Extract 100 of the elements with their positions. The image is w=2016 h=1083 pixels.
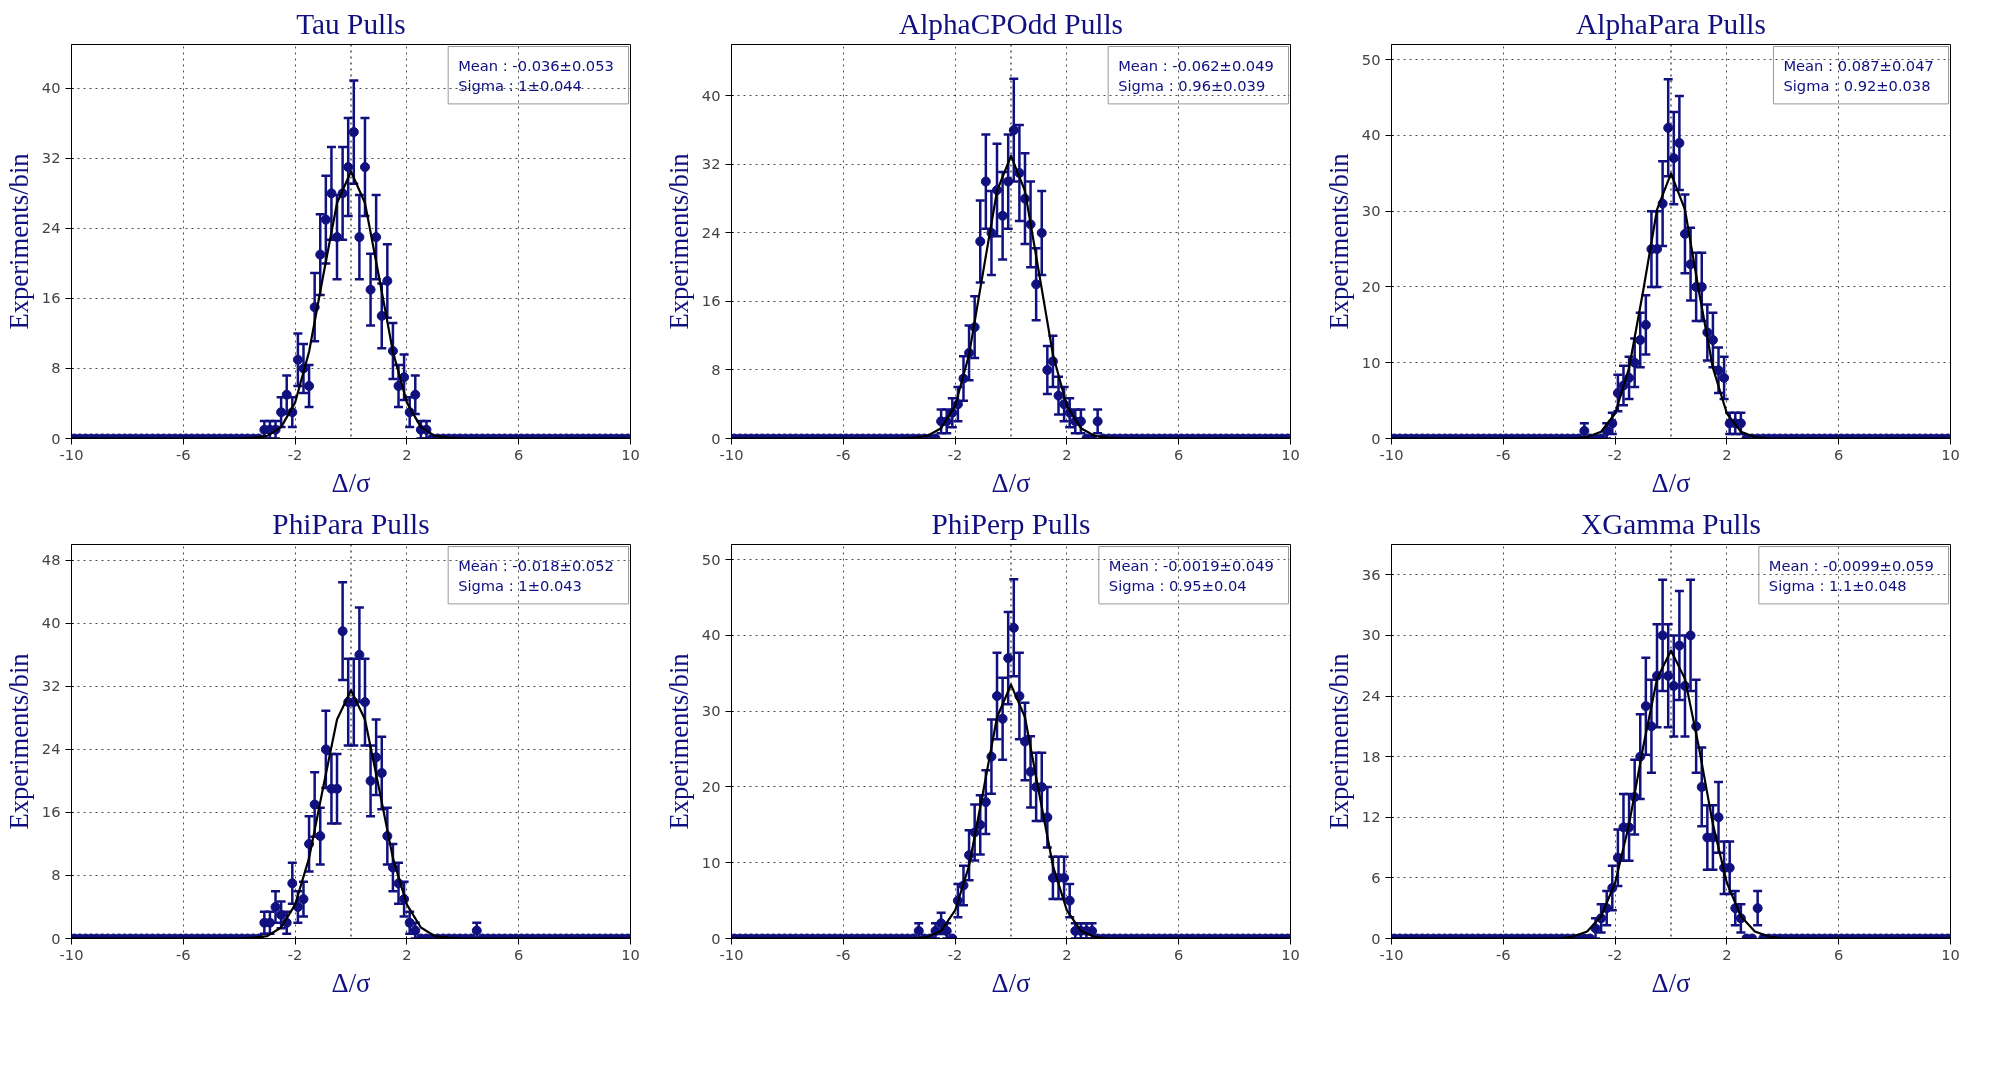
x-tick-label: 6 <box>514 945 524 963</box>
x-tick-label: -2 <box>1607 945 1623 963</box>
x-tick-label: -2 <box>287 945 303 963</box>
x-tick-label: 2 <box>402 945 412 963</box>
y-tick-label: 50 <box>1361 50 1381 68</box>
x-tick-label: 6 <box>1834 945 1844 963</box>
y-tick-label: 10 <box>701 853 721 871</box>
chart-title: PhiPerp Pulls <box>931 507 1091 540</box>
annotation: Mean : 0.087±0.047 <box>1783 56 1934 74</box>
y-axis-title: Experiments/bin <box>663 653 694 830</box>
x-tick-label: 2 <box>1062 445 1072 463</box>
y-tick-label: 0 <box>51 929 61 947</box>
y-axis-title: Experiments/bin <box>3 153 34 330</box>
chart-title: AlphaCPOdd Pulls <box>898 7 1124 40</box>
chart-title: Tau Pulls <box>296 7 406 40</box>
x-tick-label: -10 <box>1379 445 1404 463</box>
x-tick-label: -6 <box>175 445 191 463</box>
chart-title: XGamma Pulls <box>1580 507 1762 540</box>
y-tick-label: 24 <box>701 223 721 241</box>
annotation: Mean : -0.0099±0.059 <box>1768 556 1934 574</box>
y-tick-label: 10 <box>1361 353 1381 371</box>
x-tick-label: -10 <box>719 945 744 963</box>
y-tick-label: 40 <box>701 626 721 644</box>
y-tick-label: 16 <box>41 289 61 307</box>
annotation: Mean : -0.0019±0.049 <box>1108 556 1274 574</box>
x-axis-title: Δ/σ <box>1651 467 1691 498</box>
y-tick-label: 16 <box>41 803 61 821</box>
x-tick-label: 10 <box>621 945 640 963</box>
annotation: Mean : -0.036±0.053 <box>458 56 614 74</box>
x-tick-label: -6 <box>835 945 851 963</box>
y-axis-title: Experiments/bin <box>1323 653 1354 830</box>
annotation: Sigma : 1±0.043 <box>458 576 582 594</box>
y-tick-label: 8 <box>711 360 721 378</box>
x-tick-label: 6 <box>514 445 524 463</box>
x-tick-label: 2 <box>1062 945 1072 963</box>
x-tick-label: 10 <box>1941 445 1960 463</box>
x-tick-label: -10 <box>59 445 84 463</box>
y-tick-label: 0 <box>1371 929 1381 947</box>
y-tick-label: 12 <box>1361 808 1381 826</box>
x-tick-label: -6 <box>1495 945 1511 963</box>
x-axis-title: Δ/σ <box>991 967 1031 998</box>
x-tick-label: 2 <box>402 445 412 463</box>
x-tick-label: -10 <box>719 445 744 463</box>
y-tick-label: 32 <box>41 677 61 695</box>
y-tick-label: 0 <box>1371 429 1381 447</box>
x-tick-label: 6 <box>1174 445 1184 463</box>
x-tick-label: 2 <box>1722 945 1732 963</box>
y-tick-label: 0 <box>711 429 721 447</box>
x-axis-title: Δ/σ <box>991 467 1031 498</box>
x-tick-label: 10 <box>621 445 640 463</box>
y-axis-title: Experiments/bin <box>3 653 34 830</box>
annotation: Sigma : 0.92±0.038 <box>1783 76 1931 94</box>
x-tick-label: 10 <box>1281 945 1300 963</box>
x-tick-label: -6 <box>1495 445 1511 463</box>
x-tick-label: -10 <box>1379 945 1404 963</box>
y-tick-label: 8 <box>51 359 61 377</box>
y-tick-label: 30 <box>701 702 721 720</box>
annotation: Sigma : 1±0.044 <box>458 76 582 94</box>
x-tick-label: 10 <box>1941 945 1960 963</box>
y-tick-label: 16 <box>701 292 721 310</box>
x-tick-label: 2 <box>1722 445 1732 463</box>
y-tick-label: 8 <box>51 866 61 884</box>
annotation: Sigma : 1.1±0.048 <box>1768 576 1907 594</box>
y-tick-label: 50 <box>701 550 721 568</box>
x-tick-label: -6 <box>175 945 191 963</box>
y-tick-label: 30 <box>1361 202 1381 220</box>
y-tick-label: 32 <box>701 155 721 173</box>
y-axis-title: Experiments/bin <box>663 153 694 330</box>
y-tick-label: 24 <box>41 219 61 237</box>
x-tick-label: -2 <box>947 445 963 463</box>
chart-title: AlphaPara Pulls <box>1576 7 1766 40</box>
y-tick-label: 18 <box>1361 747 1381 765</box>
y-tick-label: 40 <box>41 79 61 97</box>
x-axis-title: Δ/σ <box>331 967 371 998</box>
y-tick-label: 6 <box>1371 868 1381 886</box>
x-tick-label: -6 <box>835 445 851 463</box>
x-tick-label: 10 <box>1281 445 1300 463</box>
y-tick-label: 24 <box>41 740 61 758</box>
y-tick-label: 40 <box>701 86 721 104</box>
y-tick-label: 32 <box>41 149 61 167</box>
y-axis-title: Experiments/bin <box>1323 153 1354 330</box>
y-tick-label: 40 <box>1361 126 1381 144</box>
y-tick-label: 24 <box>1361 687 1381 705</box>
y-tick-label: 20 <box>1361 277 1381 295</box>
x-tick-label: -2 <box>947 945 963 963</box>
x-tick-label: 6 <box>1174 945 1184 963</box>
x-tick-label: 6 <box>1834 445 1844 463</box>
x-axis-title: Δ/σ <box>1651 967 1691 998</box>
x-tick-label: -2 <box>287 445 303 463</box>
y-tick-label: 0 <box>51 429 61 447</box>
annotation: Sigma : 0.95±0.04 <box>1108 576 1247 594</box>
x-tick-label: -10 <box>59 945 84 963</box>
x-tick-label: -2 <box>1607 445 1623 463</box>
y-tick-label: 40 <box>41 614 61 632</box>
y-tick-label: 20 <box>701 777 721 795</box>
chart-title: PhiPara Pulls <box>272 507 430 540</box>
y-tick-label: 36 <box>1361 565 1381 583</box>
annotation: Sigma : 0.96±0.039 <box>1118 76 1266 94</box>
annotation: Mean : -0.062±0.049 <box>1118 56 1274 74</box>
x-axis-title: Δ/σ <box>331 467 371 498</box>
